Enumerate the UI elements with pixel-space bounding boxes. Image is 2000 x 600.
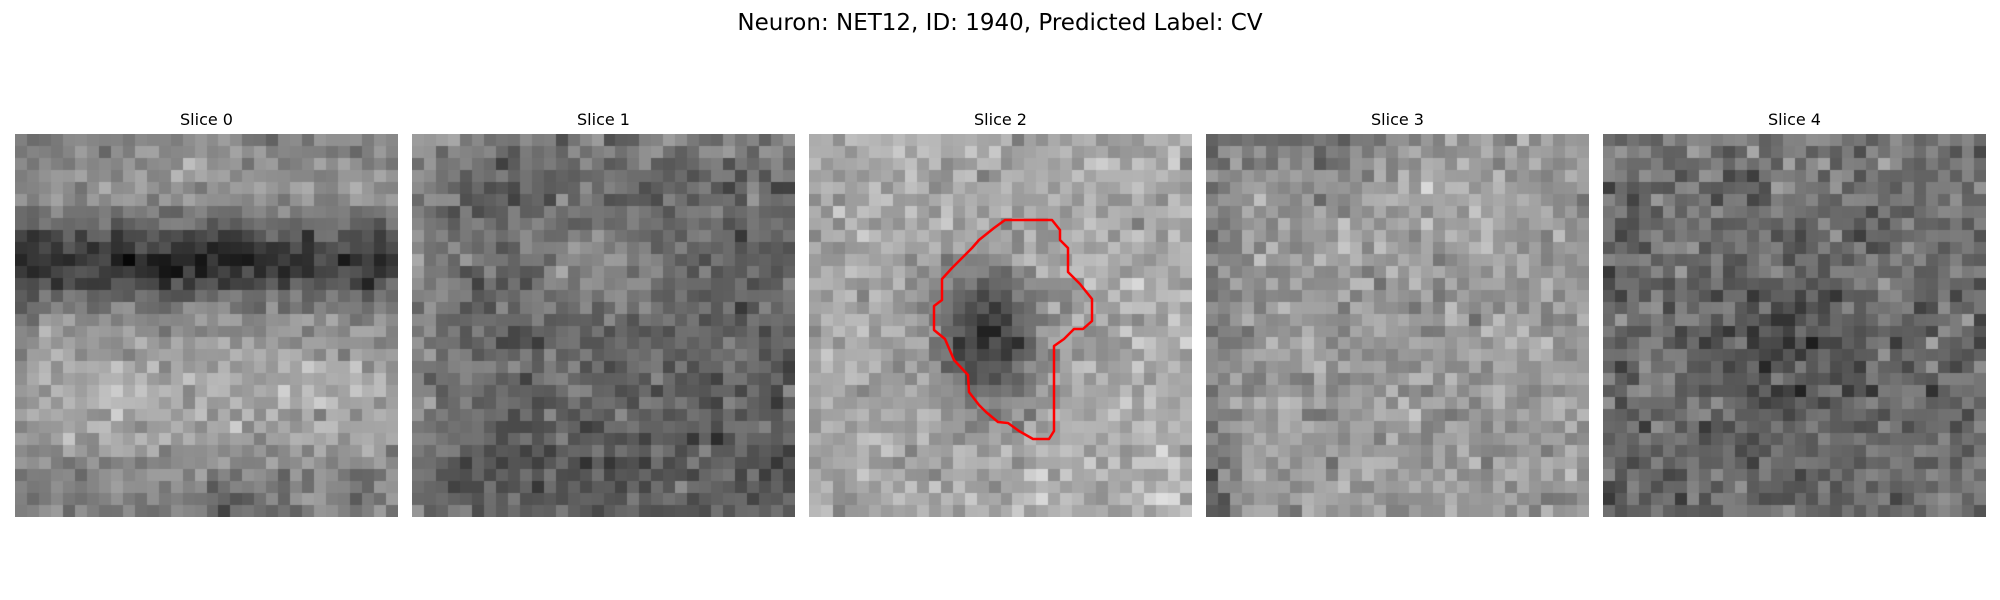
slice-panel-3: Slice 3 [1206, 108, 1589, 517]
slice-panel-0: Slice 0 [15, 108, 398, 517]
slice-image [1206, 134, 1589, 517]
slice-title: Slice 1 [577, 110, 630, 129]
figure-title: Neuron: NET12, ID: 1940, Predicted Label… [737, 10, 1263, 36]
slice-panel-4: Slice 4 [1603, 108, 1986, 517]
slice-title: Slice 3 [1371, 110, 1424, 129]
slice-image [412, 134, 795, 517]
slice-panel-2: Slice 2 [809, 108, 1192, 517]
slice-title: Slice 0 [180, 110, 233, 129]
slice-image [15, 134, 398, 517]
slice-title: Slice 4 [1768, 110, 1821, 129]
slice-title: Slice 2 [974, 110, 1027, 129]
slice-panel-1: Slice 1 [412, 108, 795, 517]
slice-image [1603, 134, 1986, 517]
slice-image [809, 134, 1192, 517]
